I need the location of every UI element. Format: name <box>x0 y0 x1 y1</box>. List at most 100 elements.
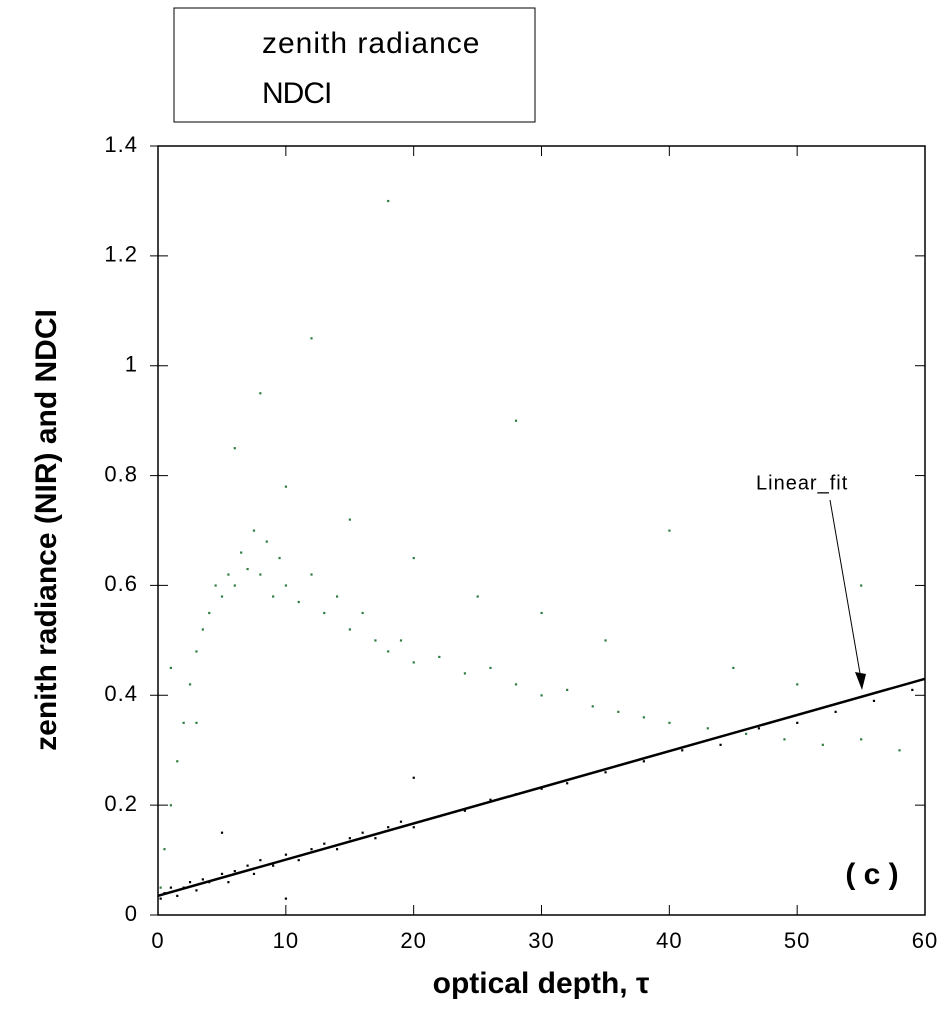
point <box>208 611 211 615</box>
point <box>540 611 543 615</box>
point <box>259 392 262 395</box>
y-tick-label: 0.6 <box>104 571 138 596</box>
point <box>438 655 441 659</box>
point <box>860 738 863 741</box>
point <box>642 760 645 763</box>
arrow-head <box>855 672 866 690</box>
point <box>159 897 162 900</box>
point <box>463 672 466 675</box>
point <box>668 721 671 724</box>
annotation: Linear_fit <box>756 472 848 494</box>
point <box>387 199 390 203</box>
point <box>323 842 326 845</box>
point <box>732 666 735 670</box>
point <box>284 485 288 488</box>
y-tick-label: 1 <box>125 352 138 377</box>
point <box>169 886 172 889</box>
point <box>246 567 249 571</box>
x-tick-label: 30 <box>528 928 554 953</box>
point <box>514 683 518 686</box>
y-tick-label: 0 <box>125 901 138 926</box>
point <box>668 529 671 532</box>
point <box>284 853 288 856</box>
point <box>220 872 224 876</box>
point <box>642 716 645 719</box>
point <box>310 848 313 851</box>
x-tick-label: 10 <box>273 928 299 953</box>
x-axis-title: optical depth, τ <box>433 967 650 1000</box>
point <box>265 540 268 543</box>
point <box>911 688 914 691</box>
point <box>169 666 172 670</box>
point <box>412 556 415 560</box>
point <box>489 666 492 670</box>
point <box>387 650 390 653</box>
point <box>604 639 607 642</box>
point <box>272 595 275 598</box>
point <box>540 787 543 790</box>
point <box>188 683 192 686</box>
point <box>348 518 351 521</box>
point <box>387 826 390 829</box>
point <box>323 611 326 615</box>
point <box>252 872 256 876</box>
point <box>240 551 243 554</box>
x-tick-label: 20 <box>400 928 426 953</box>
legend-box <box>173 7 536 123</box>
point <box>272 864 275 867</box>
point <box>476 595 479 598</box>
point <box>604 771 607 774</box>
point <box>159 886 162 889</box>
point <box>796 683 799 686</box>
point <box>821 743 824 746</box>
point <box>278 556 281 560</box>
point <box>233 870 236 873</box>
y-tick-label: 0.8 <box>104 461 138 486</box>
point <box>374 837 377 840</box>
point <box>201 628 204 631</box>
point <box>834 710 837 713</box>
point <box>463 809 466 812</box>
point <box>489 798 492 801</box>
point <box>374 639 377 642</box>
y-tick-label: 0.4 <box>104 681 138 706</box>
point <box>214 584 217 587</box>
y-axis-title: zenith radiance (NIR) and NDCI <box>30 309 63 751</box>
point <box>898 749 901 752</box>
point <box>233 584 236 587</box>
legend-label: zenith radiance <box>262 27 480 60</box>
panel-label: ( c ) <box>845 858 898 891</box>
point <box>163 848 166 851</box>
point <box>399 820 403 823</box>
legend-label: NDCI <box>262 77 331 110</box>
point <box>227 881 230 884</box>
point <box>566 782 569 785</box>
point <box>195 889 198 892</box>
point <box>796 721 799 724</box>
point <box>757 727 761 730</box>
point <box>227 573 230 576</box>
point <box>412 661 415 664</box>
point <box>860 584 863 587</box>
point <box>361 611 364 615</box>
point <box>201 878 204 881</box>
point <box>233 447 236 450</box>
point <box>514 419 518 422</box>
y-tick-label: 0.2 <box>104 791 138 816</box>
point <box>745 732 748 735</box>
point <box>259 573 262 576</box>
point <box>195 721 198 724</box>
point <box>246 864 249 867</box>
point <box>399 639 403 642</box>
fit-line <box>157 677 926 897</box>
point <box>310 337 313 340</box>
point <box>297 600 300 604</box>
x-tick-label: 40 <box>656 928 682 953</box>
point <box>591 705 594 708</box>
x-tick-label: 60 <box>912 928 938 953</box>
point <box>719 743 722 746</box>
point <box>617 710 620 713</box>
point <box>335 595 339 598</box>
